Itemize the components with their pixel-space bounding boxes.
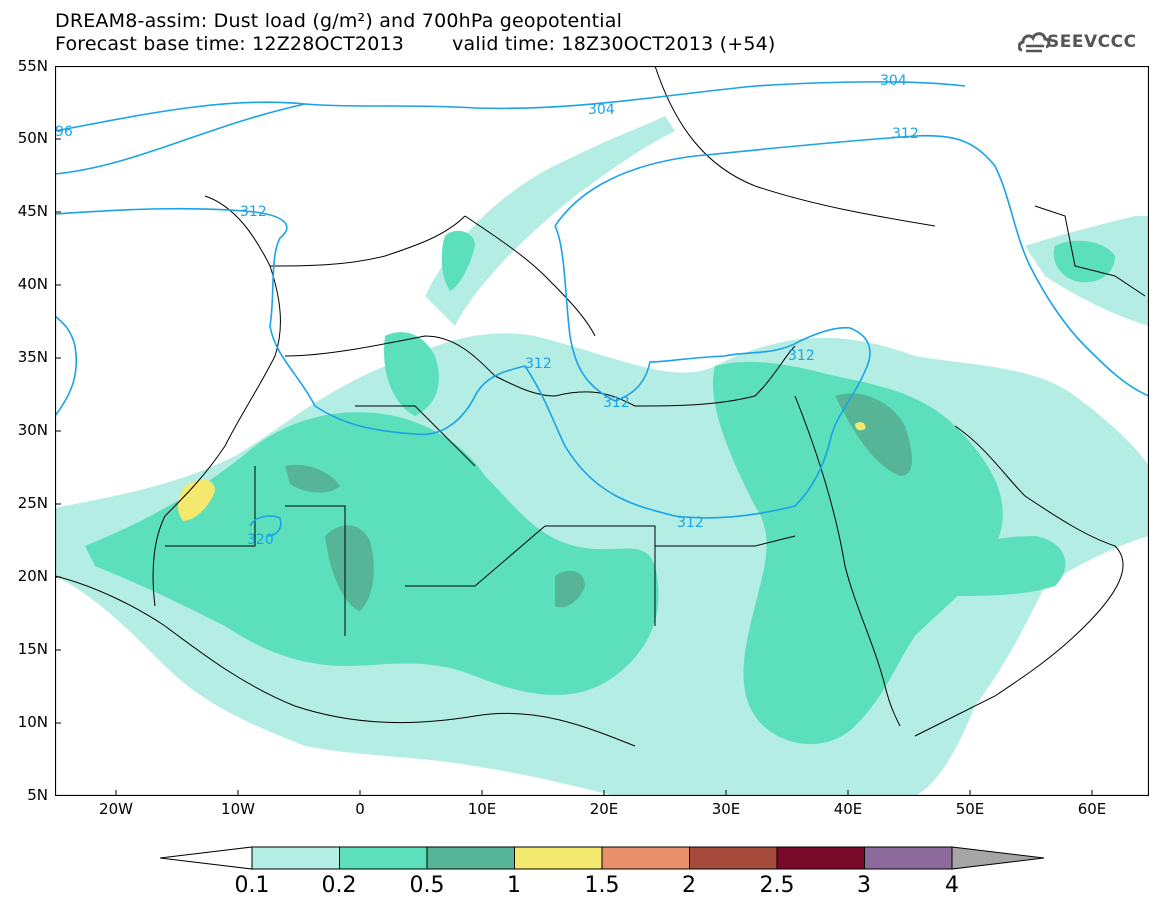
lat-label: 10N <box>17 713 48 731</box>
contour-label: 96 <box>55 124 73 140</box>
lon-label: 40E <box>833 800 863 818</box>
colorbar-label: 1 <box>507 873 521 898</box>
colorbar-cell <box>426 846 515 870</box>
lat-label: 55N <box>17 57 48 75</box>
contour-label: 320 <box>247 532 274 548</box>
lat-label: 30N <box>17 421 48 439</box>
contour-labels: 96 304 304 312 312 312 312 312 312 320 <box>55 73 919 548</box>
colorbar-label: 4 <box>945 873 959 898</box>
lat-label: 40N <box>17 275 48 293</box>
colorbar-arrow-high <box>951 846 1045 870</box>
base-time: Forecast base time: 12Z28OCT2013 <box>55 33 405 55</box>
colorbar-cell <box>689 846 778 870</box>
lon-label: 60E <box>1077 800 1107 818</box>
colorbar-label: 2.5 <box>759 873 795 898</box>
colorbar-cell <box>339 846 428 870</box>
colorbar-label: 0.5 <box>409 873 445 898</box>
lon-label: 50E <box>955 800 985 818</box>
colorbar-label: 0.2 <box>321 873 357 898</box>
contour-label: 312 <box>240 204 267 220</box>
lat-label: 50N <box>17 129 48 147</box>
colorbar-cell <box>776 846 865 870</box>
valid-time: valid time: 18Z30OCT2013 (+54) <box>452 33 776 55</box>
lat-label: 25N <box>17 494 48 512</box>
contour-label: 312 <box>788 348 815 364</box>
lon-label: 10E <box>467 800 497 818</box>
lat-label: 45N <box>17 202 48 220</box>
lat-label: 15N <box>17 640 48 658</box>
colorbar-cell <box>251 846 340 870</box>
dust-shading-peak <box>177 422 866 521</box>
lon-label: 30E <box>711 800 741 818</box>
contour-label: 312 <box>525 356 552 372</box>
contour-label: 312 <box>677 515 704 531</box>
lon-label: 20W <box>99 800 133 818</box>
contour-label: 312 <box>892 126 919 142</box>
contour-label: 304 <box>880 73 907 89</box>
axis-ticks <box>55 66 1093 796</box>
contour-label: 312 <box>603 395 630 411</box>
map-title: DREAM8-assim: Dust load (g/m²) and 700hP… <box>55 10 623 32</box>
cloud-logo-icon <box>1018 32 1051 53</box>
colorbar <box>160 846 1045 870</box>
colorbar-cell <box>601 846 690 870</box>
coastlines <box>55 66 1146 747</box>
dust-shading-light <box>55 116 1149 796</box>
dust-shading-high <box>285 393 912 611</box>
geopotential-contours <box>55 81 1149 537</box>
lon-label: 20E <box>589 800 619 818</box>
colorbar-label: 2 <box>682 873 696 898</box>
colorbar-cell <box>514 846 603 870</box>
lon-label: 0 <box>355 800 365 818</box>
lat-label: 35N <box>17 348 48 366</box>
lon-label: 10W <box>221 800 255 818</box>
colorbar-arrow-low <box>160 846 253 870</box>
lat-label: 20N <box>17 567 48 585</box>
colorbar-label: 1.5 <box>584 873 620 898</box>
logo-text: SEEVCCC <box>1047 32 1137 52</box>
dust-map: 96 304 304 312 312 312 312 312 312 320 <box>55 66 1149 796</box>
map-subtitle: Forecast base time: 12Z28OCT2013 valid ti… <box>55 34 776 54</box>
lat-label: 5N <box>27 786 48 804</box>
colorbar-cell <box>864 846 953 870</box>
colorbar-label: 0.1 <box>234 873 270 898</box>
colorbar-label: 3 <box>857 873 871 898</box>
contour-label: 304 <box>588 102 615 118</box>
